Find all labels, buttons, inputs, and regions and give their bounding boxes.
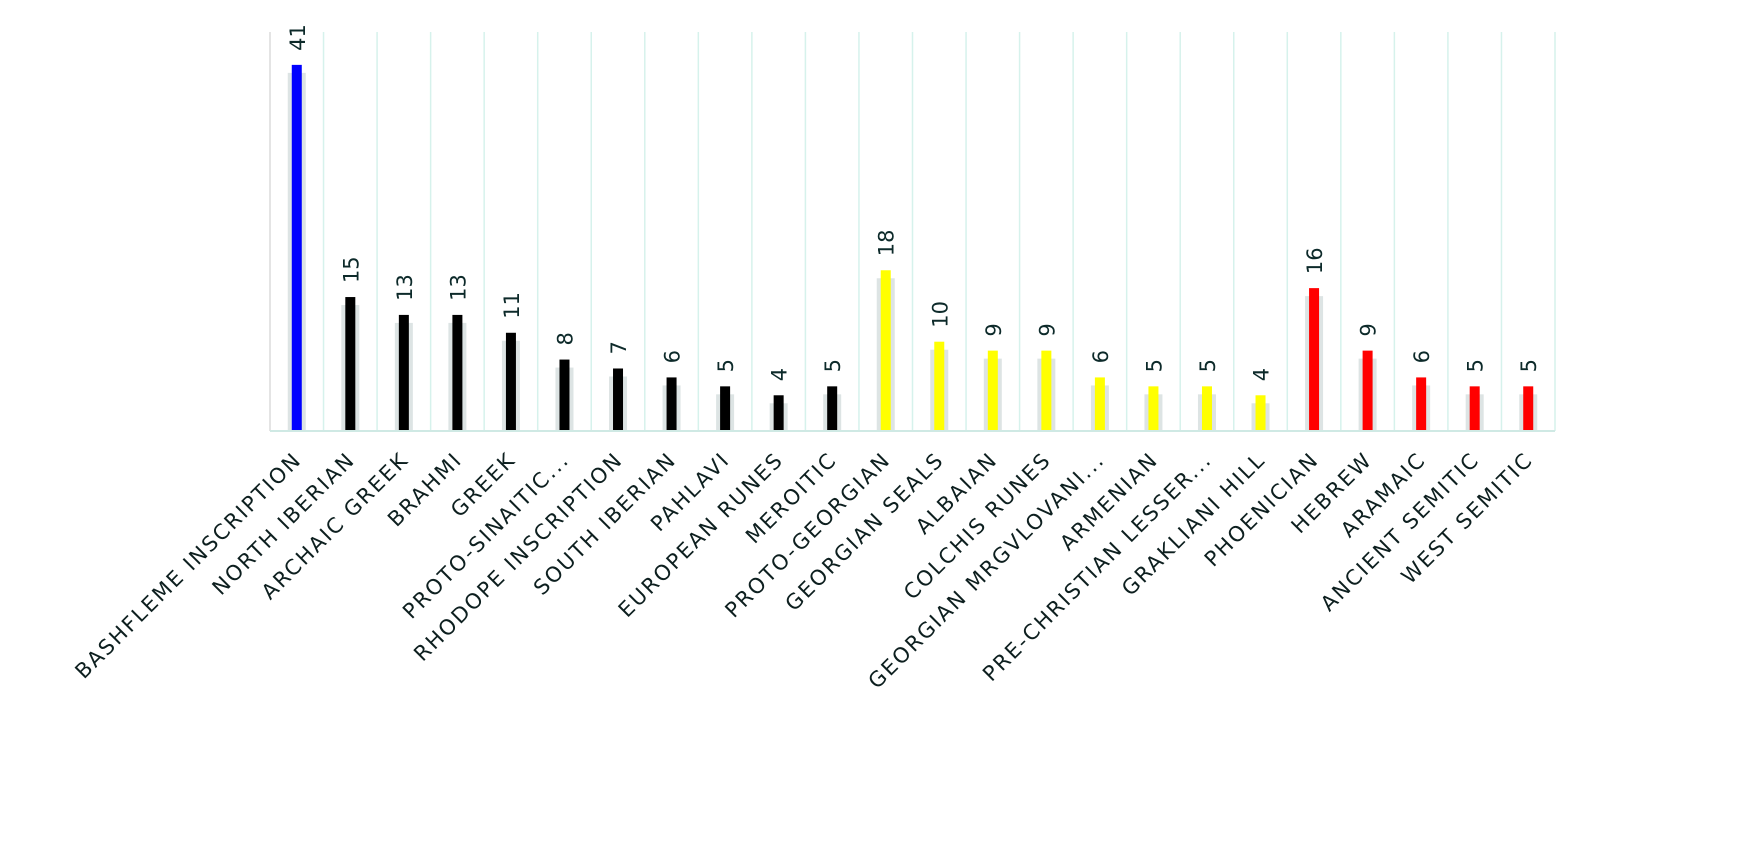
data-label: 18 <box>875 230 899 257</box>
data-label: 5 <box>1142 359 1166 372</box>
data-labels: 41 15 13 13 11 8 7 6 5 4 5 18 10 9 9 6 5 5 4 16 9 6 5 5 <box>286 24 1541 381</box>
bar <box>1416 377 1427 431</box>
data-label: 13 <box>393 274 417 301</box>
bar <box>613 368 624 431</box>
data-label: 6 <box>661 350 685 363</box>
bar <box>827 386 838 431</box>
bar <box>1362 350 1373 431</box>
bar <box>987 350 998 431</box>
bar <box>452 314 463 431</box>
bar <box>505 332 516 431</box>
data-label: 5 <box>821 359 845 372</box>
data-label: 10 <box>928 301 952 328</box>
bar <box>1041 350 1052 431</box>
bar <box>291 64 302 432</box>
bar <box>934 341 945 431</box>
data-label: 13 <box>446 274 470 301</box>
data-label: 5 <box>714 359 738 372</box>
data-label: 9 <box>982 323 1006 336</box>
data-label: 4 <box>1250 368 1274 381</box>
bar <box>398 314 409 431</box>
bar <box>1309 288 1320 431</box>
bar <box>1523 386 1534 431</box>
bar <box>1201 386 1212 431</box>
bar <box>1469 386 1480 431</box>
bar <box>1148 386 1159 431</box>
data-label: 16 <box>1303 247 1327 274</box>
bar <box>773 395 784 431</box>
bar <box>1255 395 1266 431</box>
bar <box>345 297 356 431</box>
data-label: 8 <box>553 332 577 345</box>
data-label: 5 <box>1196 359 1220 372</box>
bars <box>287 64 1538 432</box>
gridlines <box>269 32 1556 431</box>
bar <box>880 270 891 431</box>
data-label: 9 <box>1357 323 1381 336</box>
data-label: 6 <box>1410 350 1434 363</box>
data-label: 41 <box>286 24 310 51</box>
data-label: 9 <box>1035 323 1059 336</box>
data-label: 5 <box>1464 359 1488 372</box>
bar <box>666 377 677 431</box>
data-label: 5 <box>1517 359 1541 372</box>
data-label: 7 <box>607 341 631 354</box>
bar <box>559 359 570 431</box>
category-label: BASHFLEME INSCRIPTION <box>70 448 306 684</box>
data-label: 4 <box>768 368 792 381</box>
data-label: 11 <box>500 292 524 319</box>
data-label: 6 <box>1089 350 1113 363</box>
data-label: 15 <box>339 256 363 283</box>
bar <box>720 386 731 431</box>
bar <box>1094 377 1105 431</box>
